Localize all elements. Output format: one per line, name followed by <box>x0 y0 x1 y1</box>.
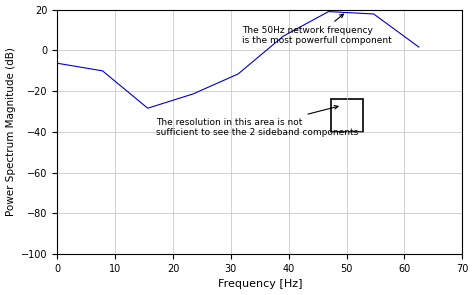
Bar <box>331 99 363 132</box>
Text: The 50Hz network frequency
is the most powerfull component: The 50Hz network frequency is the most p… <box>242 14 392 45</box>
X-axis label: Frequency [Hz]: Frequency [Hz] <box>218 279 302 289</box>
Y-axis label: Power Spectrum Magnitude (dB): Power Spectrum Magnitude (dB) <box>6 47 16 216</box>
Text: The resolution in this area is not
sufficient to see the 2 sideband components: The resolution in this area is not suffi… <box>155 106 358 137</box>
